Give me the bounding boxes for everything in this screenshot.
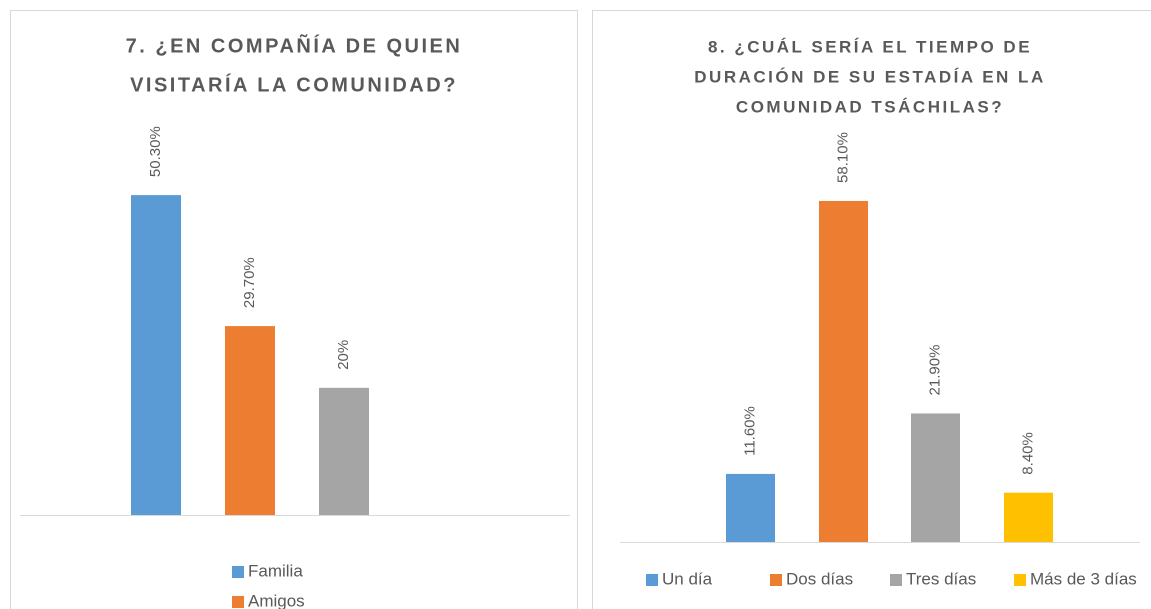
data-label: 20% [335,340,352,370]
legend-swatch [232,566,244,578]
legend-label: Dos días [786,569,853,588]
chart-title: VISITARÍA LA COMUNIDAD? [130,73,458,96]
chart-title: 8. ¿CUÁL SERÍA EL TIEMPO DE [708,37,1032,56]
data-label: 29.70% [241,257,258,308]
legend-label: Un día [662,569,713,588]
bar [726,473,775,542]
chart-title: COMUNIDAD TSÁCHILAS? [736,97,1004,116]
legend-swatch [1014,574,1026,586]
data-label: 58.10% [834,132,851,183]
bar [225,326,275,515]
data-label: 8.40% [1019,432,1036,475]
bar [319,387,369,515]
chart-frame [592,10,1151,609]
bar [131,195,181,516]
legend-swatch [890,574,902,586]
legend-label: Familia [248,561,303,580]
legend-swatch [232,596,244,608]
chart-frame [10,10,578,609]
legend-label: Amigos [248,591,305,609]
chart-title: 7. ¿EN COMPAÑÍA DE QUIEN [126,34,463,57]
bar [911,413,960,542]
bar [1004,492,1053,542]
data-label: 11.60% [741,406,758,456]
legend-swatch [770,574,782,586]
legend-label: Tres días [906,569,976,588]
bar [819,200,868,542]
data-label: 50.30% [147,126,164,177]
legend-swatch [646,574,658,586]
legend-label: Más de 3 días [1030,569,1137,588]
data-label: 21.90% [926,345,943,396]
chart-title: DURACIÓN DE SU ESTADÍA EN LA [694,67,1045,86]
